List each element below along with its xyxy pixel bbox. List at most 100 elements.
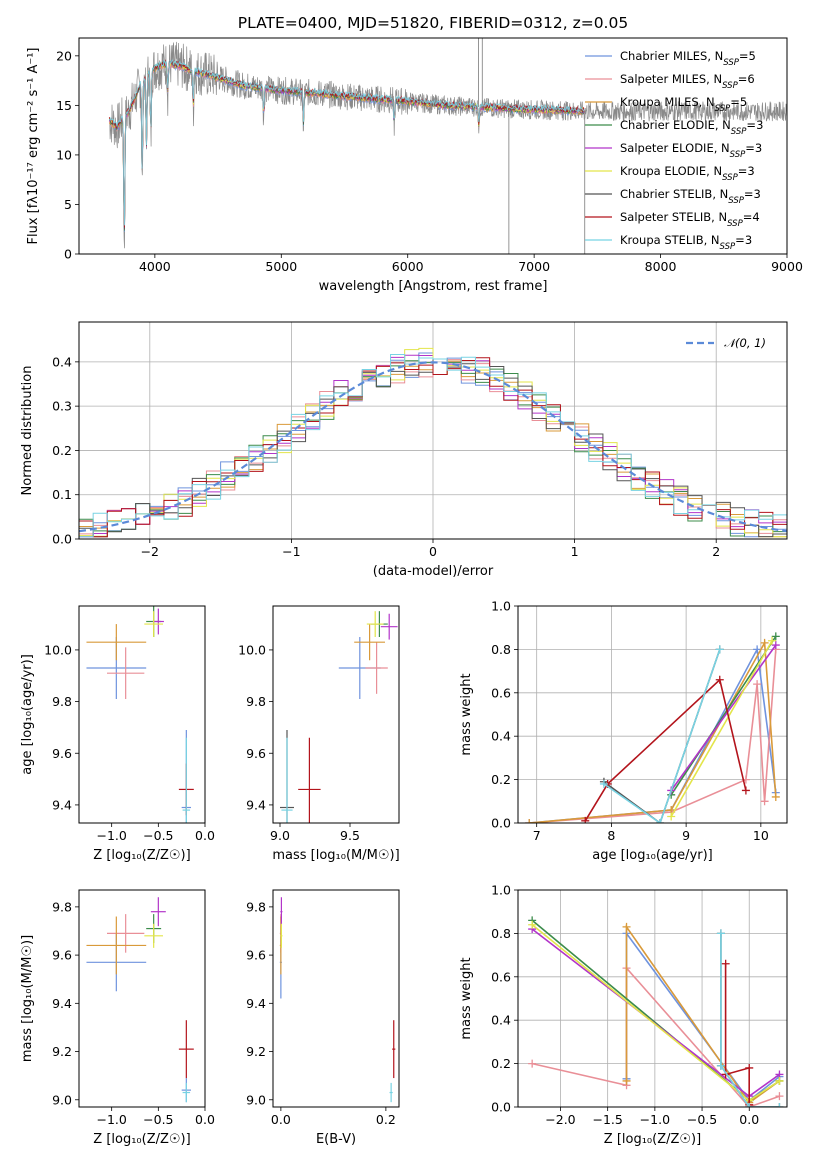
weight_vs_Z-ytick-label: 1.0 <box>491 883 511 898</box>
weight_vs_age-series <box>670 644 777 791</box>
legend-entry: Chabrier ELODIE, NSSP=3 <box>620 118 763 137</box>
weight_vs_age-marker <box>760 797 769 806</box>
model-fit-salpeter-miles <box>108 62 585 230</box>
weight_vs_Z-marker <box>716 929 725 938</box>
weight_vs_age-frame <box>517 605 788 824</box>
reference-legend-label: 𝒩(0, 1) <box>724 336 766 350</box>
weight_vs_Z-marker <box>721 959 730 968</box>
legend-nssp-value: 5 <box>749 49 756 63</box>
age_vs_mass-ytick-label: 10.0 <box>238 642 266 657</box>
residuals-xtick-label: 2 <box>712 544 720 559</box>
mass_vs_Z-xtick-label: −1.0 <box>96 1112 126 1127</box>
age_vs_Z-xtick-label: 0.0 <box>195 828 215 843</box>
legend-entry: Chabrier STELIB, NSSP=3 <box>620 187 761 206</box>
weight_vs_Z-marker <box>745 1103 754 1107</box>
model-fit-kroupa-miles <box>108 62 585 228</box>
mass_vs_Z-ytick-label: 9.2 <box>52 1044 72 1059</box>
weight_vs_age-marker <box>715 675 724 684</box>
age_vs_Z-point <box>182 737 191 823</box>
age_vs_mass-frame <box>272 605 400 824</box>
legend-model-name: Salpeter MILES <box>620 72 706 86</box>
mass_vs_Z-point <box>86 916 147 975</box>
mass_vs_Z-point <box>182 1082 191 1103</box>
legend-model-name: Kroupa ELODIE <box>620 164 706 178</box>
legend-entry: Kroupa MILES, NSSP=5 <box>620 95 747 114</box>
mass_vs_Z-point <box>144 923 163 948</box>
legend-entry: Salpeter ELODIE, NSSP=3 <box>620 141 762 160</box>
weight_vs_age-marker <box>771 792 780 801</box>
weight_vs_age-ytick-label: 0.8 <box>491 642 511 657</box>
weight_vs_age-ytick-label: 0.4 <box>491 729 511 744</box>
spectrum-frame <box>78 37 788 255</box>
spectrum-ytick-label: 15 <box>56 98 72 113</box>
weight_vs_Z-marker <box>775 1076 784 1085</box>
weight_vs_age-plot-area <box>525 632 780 823</box>
weight_vs_Z-series <box>532 965 780 1107</box>
normal-reference-curve <box>79 361 787 533</box>
weight_vs_Z-ytick-label: 0.6 <box>491 969 511 984</box>
legend-nssp-prefix: , N <box>706 164 722 178</box>
weight_vs_Z-marker <box>745 1063 754 1072</box>
legend-nssp-eq: = <box>745 141 755 155</box>
weight_vs_Z-ytick-label: 0.4 <box>491 1013 511 1028</box>
age_vs_mass-point <box>354 624 385 661</box>
age_vs_Z-ytick-label: 9.4 <box>52 797 72 812</box>
legend-nssp-sub: SSP <box>731 127 747 137</box>
spectrum-xlabel: wavelength [Angstrom, rest frame] <box>319 279 548 294</box>
weight_vs_Z-marker <box>775 1103 784 1107</box>
legend-nssp-prefix: , N <box>707 49 723 63</box>
mass_vs_Z-xtick-label: −0.5 <box>143 1112 173 1127</box>
legend-nssp-value: 3 <box>745 233 752 247</box>
weight_vs_Z-xtick-label: −2.0 <box>545 1112 575 1127</box>
legend-entry: Kroupa STELIB, NSSP=3 <box>620 233 752 252</box>
weight_vs_age-xtick-label: 10 <box>753 828 769 843</box>
weight_vs_age-marker <box>655 819 664 823</box>
mass_vs_EBV-ytick-label: 9.4 <box>246 996 266 1011</box>
legend-nssp-sub: SSP <box>722 81 738 91</box>
residual-hist-salpeter-stelib <box>79 357 787 538</box>
mass_vs_Z-ytick-label: 9.6 <box>52 948 72 963</box>
model-fit-chabrier-stelib <box>109 60 585 230</box>
mass_vs_Z-ytick-label: 9.8 <box>52 899 72 914</box>
weight_vs_age-ytick-label: 0.0 <box>491 816 511 831</box>
legend-nssp-eq: = <box>744 187 754 201</box>
legend-nssp-value: 3 <box>756 118 763 132</box>
residuals-ytick-label: 0.0 <box>52 532 72 547</box>
weight_vs_Z-xtick-label: −1.5 <box>592 1112 622 1127</box>
legend-model-name: Chabrier ELODIE <box>620 118 715 132</box>
age_vs_Z-xtick-label: −0.5 <box>143 828 173 843</box>
residuals-ytick-label: 0.4 <box>52 354 72 369</box>
legend-model-name: Chabrier MILES <box>620 49 707 63</box>
age_vs_mass-xlabel: mass [log₁₀(M/M☉)] <box>272 848 399 863</box>
weight_vs_Z-ytick-label: 0.2 <box>491 1056 511 1071</box>
legend-nssp-value: 5 <box>740 95 747 109</box>
weight_vs_Z-xlabel: Z [log₁₀(Z/Z☉)] <box>604 1132 701 1147</box>
weight_vs_age-marker <box>525 819 534 823</box>
mass_vs_Z-point <box>150 897 166 927</box>
weight_vs_age-ylabel: mass weight <box>459 673 474 755</box>
legend-nssp-eq: = <box>743 210 753 224</box>
age_vs_Z-point <box>107 647 145 699</box>
age_vs_Z-frame <box>78 605 206 824</box>
mass_vs_Z-ytick-label: 9.0 <box>52 1092 72 1107</box>
legend-model-name: Salpeter ELODIE <box>620 141 714 155</box>
legend-nssp-eq: = <box>738 72 748 86</box>
weight_vs_age-series <box>670 640 773 817</box>
residuals-ytick-label: 0.3 <box>52 399 72 414</box>
weight_vs_age-marker <box>771 632 780 641</box>
legend-nssp-value: 3 <box>755 141 762 155</box>
mass_vs_EBV-point <box>280 897 283 927</box>
residual-hist-kroupa-stelib <box>79 353 787 538</box>
spectrum-xtick-label: 4000 <box>139 259 171 274</box>
legend-nssp-prefix: , N <box>711 210 727 224</box>
weight_vs_Z-marker <box>716 1061 725 1070</box>
legend-nssp-prefix: , N <box>699 95 715 109</box>
age_vs_mass-point <box>365 642 388 694</box>
mass_vs_EBV-point <box>389 1082 393 1103</box>
spectrum-ytick-label: 0 <box>64 247 72 262</box>
model-fit-chabrier-elodie <box>109 61 585 231</box>
spectrum-panel: 4000 5000 6000 7000 8000 9000 0 5 10 15 20 waveleng… <box>26 37 803 294</box>
age_vs_Z-point <box>86 624 147 661</box>
mass_vs_EBV-ytick-label: 9.6 <box>246 948 266 963</box>
